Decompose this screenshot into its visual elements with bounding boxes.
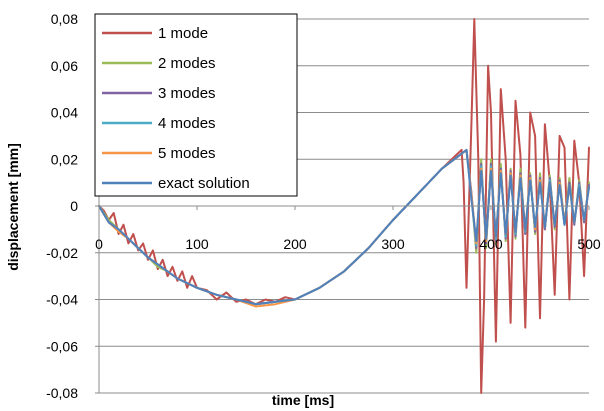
x-tick-label-2: 200 <box>283 236 307 252</box>
legend-label-5-modes: 5 modes <box>158 145 216 162</box>
legend-label-2-modes: 2 modes <box>158 55 216 72</box>
y-axis-title: displacement [mm] <box>5 143 21 271</box>
x-tick-label-1: 100 <box>185 236 209 252</box>
legend-box <box>94 13 298 197</box>
y-tick-label-6: -0,04 <box>46 292 78 308</box>
y-tick-label-7: -0,06 <box>46 338 78 354</box>
y-tick-label-4: 0 <box>70 198 78 214</box>
series-layer <box>98 18 590 394</box>
legend-label-3-modes: 3 modes <box>158 85 216 102</box>
y-tick-label-1: 0,06 <box>51 58 78 74</box>
legend-items: 1 mode 2 modes 3 modes 4 modes 5 modes exact … <box>102 25 250 192</box>
x-tick-label-3: 300 <box>381 236 405 252</box>
x-axis-title: time [ms] <box>272 392 334 408</box>
y-tick-labels: 0,08 0,06 0,04 0,02 0 -0,02 -0,04 -0,06 -0,08 <box>46 11 78 401</box>
x-tick-labels: 0 100 200 300 400 500 <box>95 236 601 252</box>
y-tick-label-3: 0,02 <box>51 151 78 167</box>
y-tick-label-5: -0,02 <box>46 245 78 261</box>
y-tick-label-2: 0,04 <box>51 105 78 121</box>
x-tick-label-4: 400 <box>479 236 503 252</box>
y-tick-label-8: -0,08 <box>46 385 78 401</box>
x-tick-label-0: 0 <box>95 236 103 252</box>
legend-label-1-mode: 1 mode <box>158 25 208 42</box>
legend: 1 mode 2 modes 3 modes 4 modes 5 modes exact … <box>94 13 298 197</box>
x-tick-label-5: 500 <box>577 236 601 252</box>
y-tick-label-0: 0,08 <box>51 11 78 27</box>
series-line-exact-solution <box>98 148 590 306</box>
legend-label-4-modes: 4 modes <box>158 115 216 132</box>
legend-label-exact-solution: exact solution <box>158 175 250 192</box>
